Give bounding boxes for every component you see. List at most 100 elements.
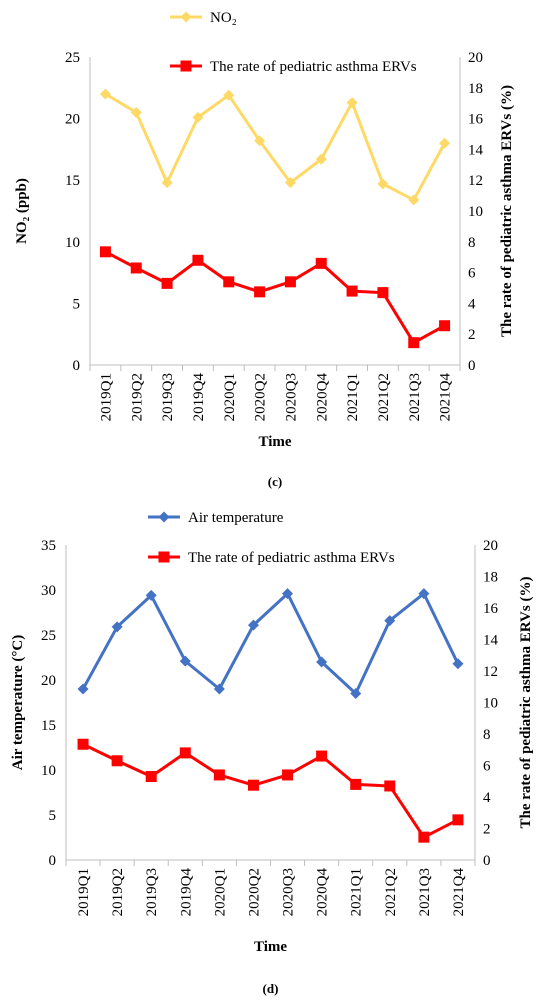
data-point [408,194,419,205]
data-point [146,771,157,782]
legend-label: The rate of pediatric asthma ERVs [188,550,395,566]
y-tick-label-right: 6 [483,759,491,775]
data-point [162,177,173,188]
data-point [408,337,419,348]
y-tick-label-right: 4 [468,296,476,312]
y-axis-label-left: NO₂ (ppb) [14,178,30,244]
x-tick-label: 2021Q1 [349,868,365,916]
x-tick-label: 2021Q1 [345,373,361,421]
x-tick-label: 2021Q4 [438,373,454,422]
data-point [350,779,361,790]
x-axis-label: Time [258,434,291,450]
legend-marker [159,552,170,563]
y-tick-label-left: 0 [73,358,81,374]
legend-marker [181,61,192,72]
x-tick-label: 2020Q3 [283,373,299,421]
y-tick-label-left: 5 [73,296,81,312]
y-tick-label-left: 35 [41,538,56,554]
data-point [162,278,173,289]
series-line [105,252,444,343]
y-tick-label-left: 15 [65,173,80,189]
x-tick-label: 2019Q1 [76,868,92,916]
data-point [112,755,123,766]
x-tick-label: 2019Q2 [110,868,126,916]
legend-marker [181,12,192,23]
x-tick-label: 2020Q4 [315,868,331,917]
data-point [377,178,388,189]
legend-label: NO₂ [210,10,237,26]
y-tick-label-left: 25 [65,50,80,66]
y-tick-label-left: 0 [49,853,57,869]
data-point [131,262,142,273]
data-point [347,286,358,297]
data-point [418,832,429,843]
y-tick-label-right: 18 [468,81,483,97]
x-tick-label: 2020Q4 [314,373,330,422]
data-point [248,780,259,791]
y-tick-label-left: 20 [65,112,80,128]
chart-panel-d: 05101520253035024681012141618202019Q1 201… [10,510,534,996]
x-tick-label: 2019Q4 [191,373,207,422]
y-tick-label-left: 20 [41,673,56,689]
y-axis-label-right: The rate of pediatric asthma ERVs (%) [499,85,515,337]
y-tick-label-right: 20 [468,50,483,66]
legend-label: The rate of pediatric asthma ERVs [210,59,417,75]
y-tick-label-right: 8 [468,235,476,251]
data-point [78,739,89,750]
y-tick-label-right: 10 [483,696,498,712]
y-tick-label-right: 14 [483,633,499,649]
y-tick-label-right: 20 [483,538,498,554]
data-point [347,97,358,108]
data-point [439,138,450,149]
y-tick-label-right: 6 [468,266,476,282]
y-tick-label-left: 15 [41,718,56,734]
y-tick-label-right: 10 [468,204,483,220]
chart-panel-c: 0 5 10 15 20 25 0 2 4 6 8 10 12 14 16 18 20 2019Q1 2019Q2 2… [14,10,515,489]
y-axis-label-left: Air temperature (°C) [10,635,26,770]
x-tick-label: 2019Q3 [144,868,160,916]
data-point [452,814,463,825]
y-tick-label-left: 30 [41,583,56,599]
data-point [384,780,395,791]
data-point [254,286,265,297]
data-point [316,258,327,269]
x-tick-label: 2021Q3 [417,868,433,916]
y-tick-label-right: 16 [468,112,484,128]
y-tick-label-right: 12 [483,664,498,680]
series-line [105,94,444,200]
data-point [192,255,203,266]
y-tick-label-right: 0 [468,358,476,374]
data-point [316,751,327,762]
data-point [100,246,111,257]
x-tick-label: 2020Q1 [222,373,238,421]
y-tick-label-right: 2 [468,327,476,343]
x-tick-label: 2019Q1 [98,373,114,421]
y-tick-label-left: 5 [49,808,57,824]
x-tick-label: 2021Q3 [407,373,423,421]
y-tick-label-right: 4 [483,790,491,806]
y-tick-label-left: 10 [41,763,56,779]
legend-label: Air temperature [188,510,284,526]
data-point [377,287,388,298]
x-tick-label: 2021Q2 [376,373,392,421]
data-point [180,747,191,758]
x-axis-label: Time [254,939,287,955]
data-point [452,658,463,669]
x-tick-label: 2020Q1 [212,868,228,916]
x-tick-label: 2020Q2 [253,373,269,421]
y-tick-label-right: 12 [468,173,483,189]
y-tick-label-right: 14 [468,142,484,158]
data-point [223,276,234,287]
legend-marker [159,512,170,523]
y-tick-label-right: 0 [483,853,491,869]
data-point [214,769,225,780]
y-tick-label-right: 2 [483,822,491,838]
y-tick-label-right: 16 [483,601,499,617]
y-tick-label-right: 8 [483,727,491,743]
x-tick-label: 2019Q2 [129,373,145,421]
y-tick-label-right: 18 [483,570,498,586]
x-tick-label: 2020Q3 [281,868,297,916]
y-tick-label-left: 10 [65,235,80,251]
data-point [439,320,450,331]
x-tick-label: 2019Q4 [178,868,194,917]
